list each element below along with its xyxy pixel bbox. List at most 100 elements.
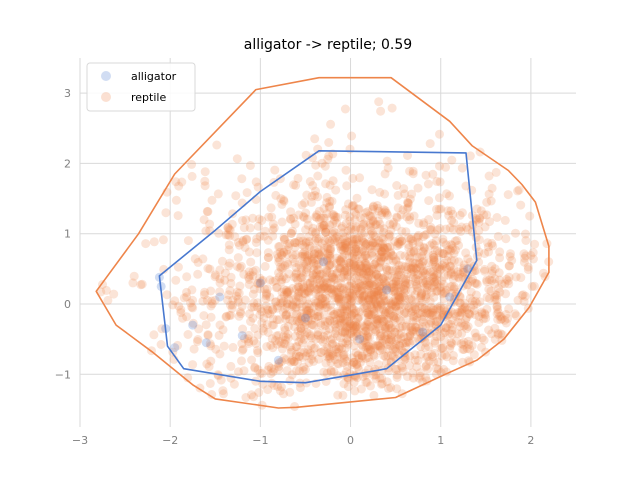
alligator-point bbox=[382, 285, 392, 295]
reptile-point bbox=[351, 322, 361, 332]
reptile-point bbox=[386, 332, 396, 342]
reptile-point bbox=[417, 322, 427, 332]
reptile-point bbox=[305, 303, 315, 313]
reptile-point bbox=[400, 189, 410, 199]
reptile-point bbox=[362, 239, 372, 249]
reptile-point bbox=[407, 304, 417, 314]
reptile-point bbox=[361, 343, 371, 353]
reptile-point bbox=[310, 245, 319, 255]
reptile-point bbox=[394, 301, 404, 311]
reptile-point bbox=[405, 329, 415, 338]
reptile-point bbox=[470, 310, 480, 320]
reptile-point bbox=[294, 317, 304, 327]
reptile-point bbox=[307, 333, 317, 343]
reptile-point bbox=[395, 316, 405, 326]
reptile-point bbox=[307, 227, 317, 237]
reptile-point bbox=[355, 173, 365, 183]
reptile-point bbox=[372, 286, 382, 296]
reptile-point bbox=[360, 251, 370, 261]
reptile-point bbox=[405, 212, 415, 222]
reptile-point bbox=[323, 253, 333, 263]
reptile-point bbox=[507, 256, 517, 265]
reptile-point bbox=[369, 238, 378, 248]
reptile-point bbox=[281, 332, 291, 342]
reptile-point bbox=[422, 282, 432, 292]
reptile-point bbox=[474, 217, 484, 227]
reptile-point bbox=[234, 311, 244, 321]
reptile-point bbox=[205, 379, 215, 388]
reptile-point bbox=[361, 250, 371, 260]
reptile-point bbox=[311, 160, 321, 170]
reptile-point bbox=[426, 225, 436, 235]
reptile-point bbox=[374, 272, 384, 282]
reptile-point bbox=[311, 284, 321, 294]
reptile-point bbox=[421, 321, 431, 331]
reptile-point bbox=[320, 291, 330, 301]
reptile-point bbox=[390, 297, 400, 307]
reptile-point bbox=[346, 297, 356, 307]
reptile-point bbox=[401, 227, 411, 237]
reptile-point bbox=[299, 282, 309, 292]
reptile-point bbox=[403, 262, 413, 272]
reptile-point bbox=[233, 238, 243, 247]
reptile-point bbox=[451, 311, 461, 321]
reptile-point bbox=[295, 351, 304, 361]
reptile-point bbox=[448, 356, 458, 366]
reptile-point bbox=[334, 255, 344, 265]
reptile-point bbox=[331, 185, 341, 195]
reptile-point bbox=[317, 221, 327, 231]
reptile-point bbox=[338, 351, 348, 360]
reptile-point bbox=[416, 349, 426, 359]
reptile-point bbox=[368, 264, 378, 274]
reptile-point bbox=[414, 373, 424, 383]
reptile-point bbox=[358, 336, 368, 346]
reptile-point bbox=[240, 243, 250, 252]
reptile-point bbox=[363, 287, 373, 297]
reptile-point bbox=[237, 345, 247, 355]
reptile-point bbox=[339, 234, 348, 244]
reptile-point bbox=[490, 323, 500, 333]
reptile-point bbox=[304, 358, 314, 368]
reptile-point bbox=[327, 311, 337, 321]
reptile-point bbox=[252, 248, 262, 258]
reptile-point bbox=[399, 348, 409, 358]
reptile-point bbox=[290, 331, 300, 341]
reptile-point bbox=[303, 345, 313, 355]
reptile-point bbox=[338, 273, 348, 282]
reptile-point bbox=[369, 201, 379, 211]
reptile-point bbox=[284, 286, 294, 296]
reptile-point bbox=[324, 138, 334, 147]
reptile-point bbox=[419, 304, 429, 314]
reptile-point bbox=[368, 215, 378, 225]
reptile-point bbox=[369, 309, 379, 319]
reptile-point bbox=[376, 297, 385, 307]
reptile-point bbox=[205, 264, 215, 274]
reptile-point bbox=[193, 335, 203, 344]
reptile-point bbox=[382, 358, 391, 368]
reptile-point bbox=[373, 216, 383, 226]
reptile-point bbox=[312, 212, 322, 222]
reptile-point bbox=[313, 297, 323, 307]
reptile-point bbox=[333, 390, 343, 400]
reptile-point bbox=[339, 270, 349, 280]
reptile-point bbox=[226, 361, 236, 371]
reptile-point bbox=[321, 274, 331, 284]
alligator-point bbox=[319, 257, 328, 267]
reptile-point bbox=[333, 292, 343, 302]
reptile-point bbox=[471, 278, 481, 288]
reptile-point bbox=[276, 294, 286, 304]
reptile-point bbox=[182, 287, 191, 297]
reptile-point bbox=[408, 236, 418, 246]
reptile-point bbox=[397, 345, 407, 355]
reptile-point bbox=[322, 368, 332, 378]
reptile-point bbox=[360, 338, 370, 348]
reptile-point bbox=[374, 286, 384, 296]
reptile-point bbox=[385, 231, 395, 241]
reptile-point bbox=[421, 292, 431, 302]
reptile-point bbox=[354, 307, 364, 317]
reptile-point bbox=[438, 343, 448, 353]
reptile-point bbox=[361, 323, 371, 333]
reptile-point bbox=[375, 187, 385, 197]
reptile-point bbox=[408, 262, 418, 272]
reptile-point bbox=[366, 381, 375, 391]
